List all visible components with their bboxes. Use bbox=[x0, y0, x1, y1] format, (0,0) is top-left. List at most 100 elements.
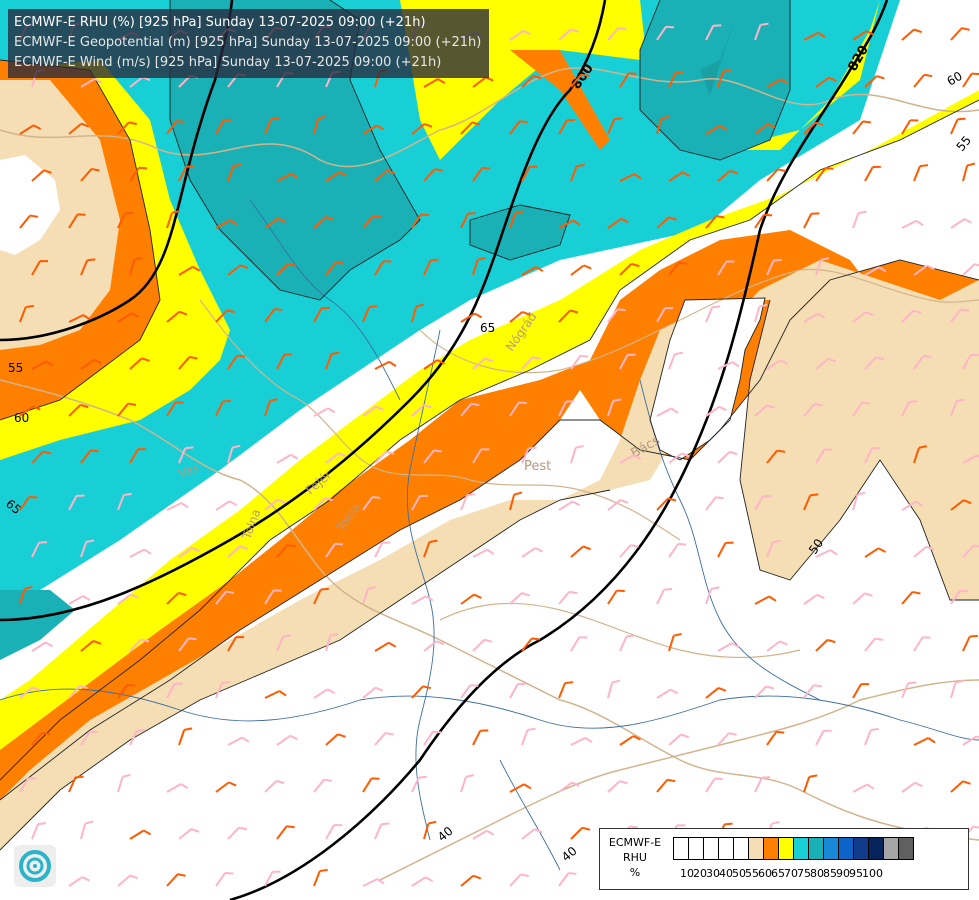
wind-barb-icon bbox=[215, 590, 235, 605]
wind-barb-icon bbox=[276, 634, 292, 652]
wind-barb-icon bbox=[754, 495, 772, 511]
legend-swatch bbox=[703, 837, 719, 860]
wind-barb-icon bbox=[313, 497, 333, 511]
wind-barb-icon bbox=[215, 118, 232, 135]
wind-barb-icon bbox=[313, 115, 327, 135]
wind-barb-icon bbox=[117, 773, 131, 793]
wind-barb-icon bbox=[705, 124, 728, 135]
wind-barb-icon bbox=[325, 261, 344, 276]
wind-barb-icon bbox=[117, 402, 137, 417]
legend-tick-label: 50 bbox=[732, 867, 746, 880]
wind-barb-icon bbox=[509, 873, 529, 887]
wind-barb-icon bbox=[521, 637, 540, 652]
legend-tick-label: 85 bbox=[823, 867, 837, 880]
rhu-band-below-50-inner bbox=[650, 298, 765, 460]
wind-barb-icon bbox=[950, 780, 971, 793]
rhu-contour-label: 60 bbox=[14, 411, 29, 425]
wind-barb-icon bbox=[325, 351, 340, 370]
wind-barb-icon bbox=[619, 735, 641, 746]
wind-barb-icon bbox=[717, 642, 740, 652]
wind-barb-icon bbox=[80, 77, 103, 88]
legend-tick-label: 75 bbox=[797, 867, 811, 880]
legend-swatch bbox=[718, 837, 734, 860]
wind-barb-icon bbox=[264, 308, 283, 323]
wind-barb-icon bbox=[276, 825, 295, 840]
border-line bbox=[0, 67, 979, 168]
wind-barb-icon bbox=[864, 266, 887, 276]
wind-barb-icon bbox=[901, 681, 917, 699]
wind-barb-icon bbox=[460, 493, 476, 511]
wind-barb-icon bbox=[864, 727, 879, 746]
rhu-band-75-80-spot bbox=[700, 20, 735, 95]
wind-barb-icon bbox=[803, 212, 820, 229]
wind-barb-icon bbox=[411, 404, 432, 417]
wind-barb-icon bbox=[325, 171, 347, 182]
wind-barb-icon bbox=[411, 775, 427, 793]
legend-swatch bbox=[673, 837, 689, 860]
wind-barb-icon bbox=[264, 217, 286, 229]
wind-barb-icon bbox=[472, 357, 494, 370]
wind-barb-icon bbox=[374, 641, 397, 652]
wind-barb-icon bbox=[129, 166, 148, 182]
wind-barb-icon bbox=[607, 780, 628, 793]
wind-barb-icon bbox=[950, 218, 972, 229]
wind-barb-icon bbox=[803, 402, 823, 417]
wind-barb-icon bbox=[913, 164, 929, 182]
wind-barb-icon bbox=[962, 72, 979, 88]
wind-barb-icon bbox=[656, 307, 674, 323]
legend-swatch bbox=[688, 837, 704, 860]
rhu-contour-line bbox=[0, 489, 611, 851]
wind-barb-icon bbox=[68, 122, 90, 135]
legend-tick-label: 55 bbox=[745, 867, 759, 880]
wind-barb-icon bbox=[313, 407, 336, 417]
wind-barb-icon bbox=[913, 737, 936, 746]
wind-barb-icon bbox=[705, 214, 725, 229]
wind-barb-icon bbox=[411, 876, 434, 887]
wind-barb-icon bbox=[325, 824, 343, 840]
wind-barb-icon bbox=[717, 169, 739, 182]
border-line bbox=[419, 268, 979, 374]
rhu-contour-label: 40 bbox=[559, 844, 580, 865]
wind-barb-icon bbox=[852, 592, 873, 605]
wind-barb-icon bbox=[362, 214, 382, 229]
wind-barb-icon bbox=[717, 450, 738, 464]
legend-tick-label: 65 bbox=[771, 867, 785, 880]
wind-barb-icon bbox=[313, 778, 333, 793]
rhu-band-55-60-sliver bbox=[510, 50, 610, 150]
rhu-band-50-55-west bbox=[0, 80, 120, 350]
legend-swatch bbox=[838, 837, 854, 860]
legend-swatch bbox=[748, 837, 764, 860]
legend-swatch bbox=[823, 837, 839, 860]
rhu-fill-layer bbox=[0, 0, 979, 850]
wind-barb-icon bbox=[509, 491, 523, 511]
wind-barb-icon bbox=[374, 169, 396, 182]
wind-barb-icon bbox=[215, 309, 235, 323]
wind-barb-icon bbox=[815, 167, 834, 182]
wind-barb-icon bbox=[803, 774, 818, 793]
wind-barb-icon bbox=[950, 679, 964, 699]
wind-barb-icon bbox=[619, 544, 639, 558]
wind-barb-icon bbox=[950, 117, 966, 135]
wind-barb-icon bbox=[668, 351, 683, 370]
wind-barb-icon bbox=[178, 265, 201, 276]
river-line bbox=[406, 329, 441, 841]
wind-barb-icon bbox=[705, 24, 722, 41]
wind-barb-icon bbox=[950, 499, 972, 511]
wind-barb-icon bbox=[754, 685, 775, 699]
wind-barb-icon bbox=[901, 781, 923, 793]
wind-barb-icon bbox=[668, 733, 690, 746]
wind-barb-icon bbox=[570, 73, 590, 88]
wind-barb-icon bbox=[913, 545, 935, 558]
wind-barb-icon bbox=[803, 121, 824, 135]
legend-title-variable: RHU bbox=[623, 851, 647, 864]
wind-barb-icon bbox=[472, 166, 491, 182]
wind-barb-icon bbox=[362, 878, 385, 887]
rhu-contour-line bbox=[649, 297, 766, 461]
wind-barb-icon bbox=[607, 398, 622, 417]
wind-barb-icon bbox=[68, 876, 90, 887]
wind-barb-icon bbox=[264, 690, 287, 699]
wind-barb-icon bbox=[325, 542, 344, 558]
wind-barb-icon bbox=[766, 449, 786, 464]
wind-barb-icon bbox=[362, 405, 384, 417]
